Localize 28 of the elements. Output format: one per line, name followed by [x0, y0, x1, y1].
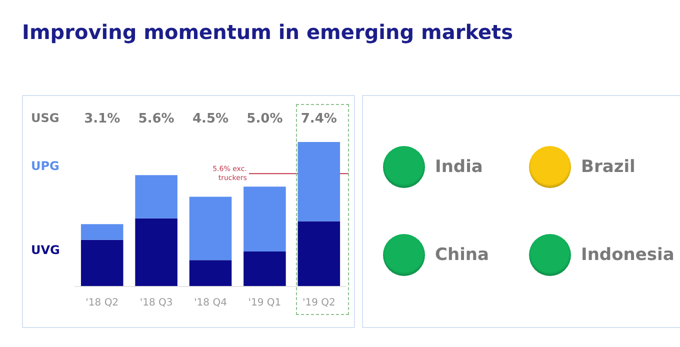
x-tick-label: '19 Q2 [302, 298, 336, 308]
text: USG [31, 111, 60, 125]
text: 7.4% [300, 112, 337, 126]
x-tick-label: '18 Q2 [86, 298, 119, 308]
bar [244, 251, 286, 286]
bar [80, 224, 124, 240]
bar [135, 175, 178, 218]
x-tick-label: '18 Q4 [194, 298, 227, 308]
bar [135, 218, 178, 286]
bar [80, 240, 124, 286]
text: 4.5% [192, 112, 229, 126]
category-label: Indonesia [581, 245, 674, 265]
text: UPG [31, 159, 60, 173]
bar [298, 142, 340, 222]
category-label: Brazil [581, 157, 636, 177]
text: 3.1% [84, 112, 120, 126]
chart-title: Improving momentum in emerging markets [22, 20, 514, 44]
bar [189, 196, 232, 260]
x-tick-label: '18 Q3 [140, 298, 173, 308]
text: 5.6% [138, 112, 174, 126]
bar [244, 186, 286, 252]
category-label: India [435, 157, 483, 177]
bar [189, 260, 232, 286]
series-label: UVG [31, 243, 60, 257]
bar [298, 221, 340, 286]
text: 5.0% [246, 112, 283, 126]
x-tick-label: '19 Q1 [248, 298, 282, 308]
category-label: China [435, 245, 489, 265]
